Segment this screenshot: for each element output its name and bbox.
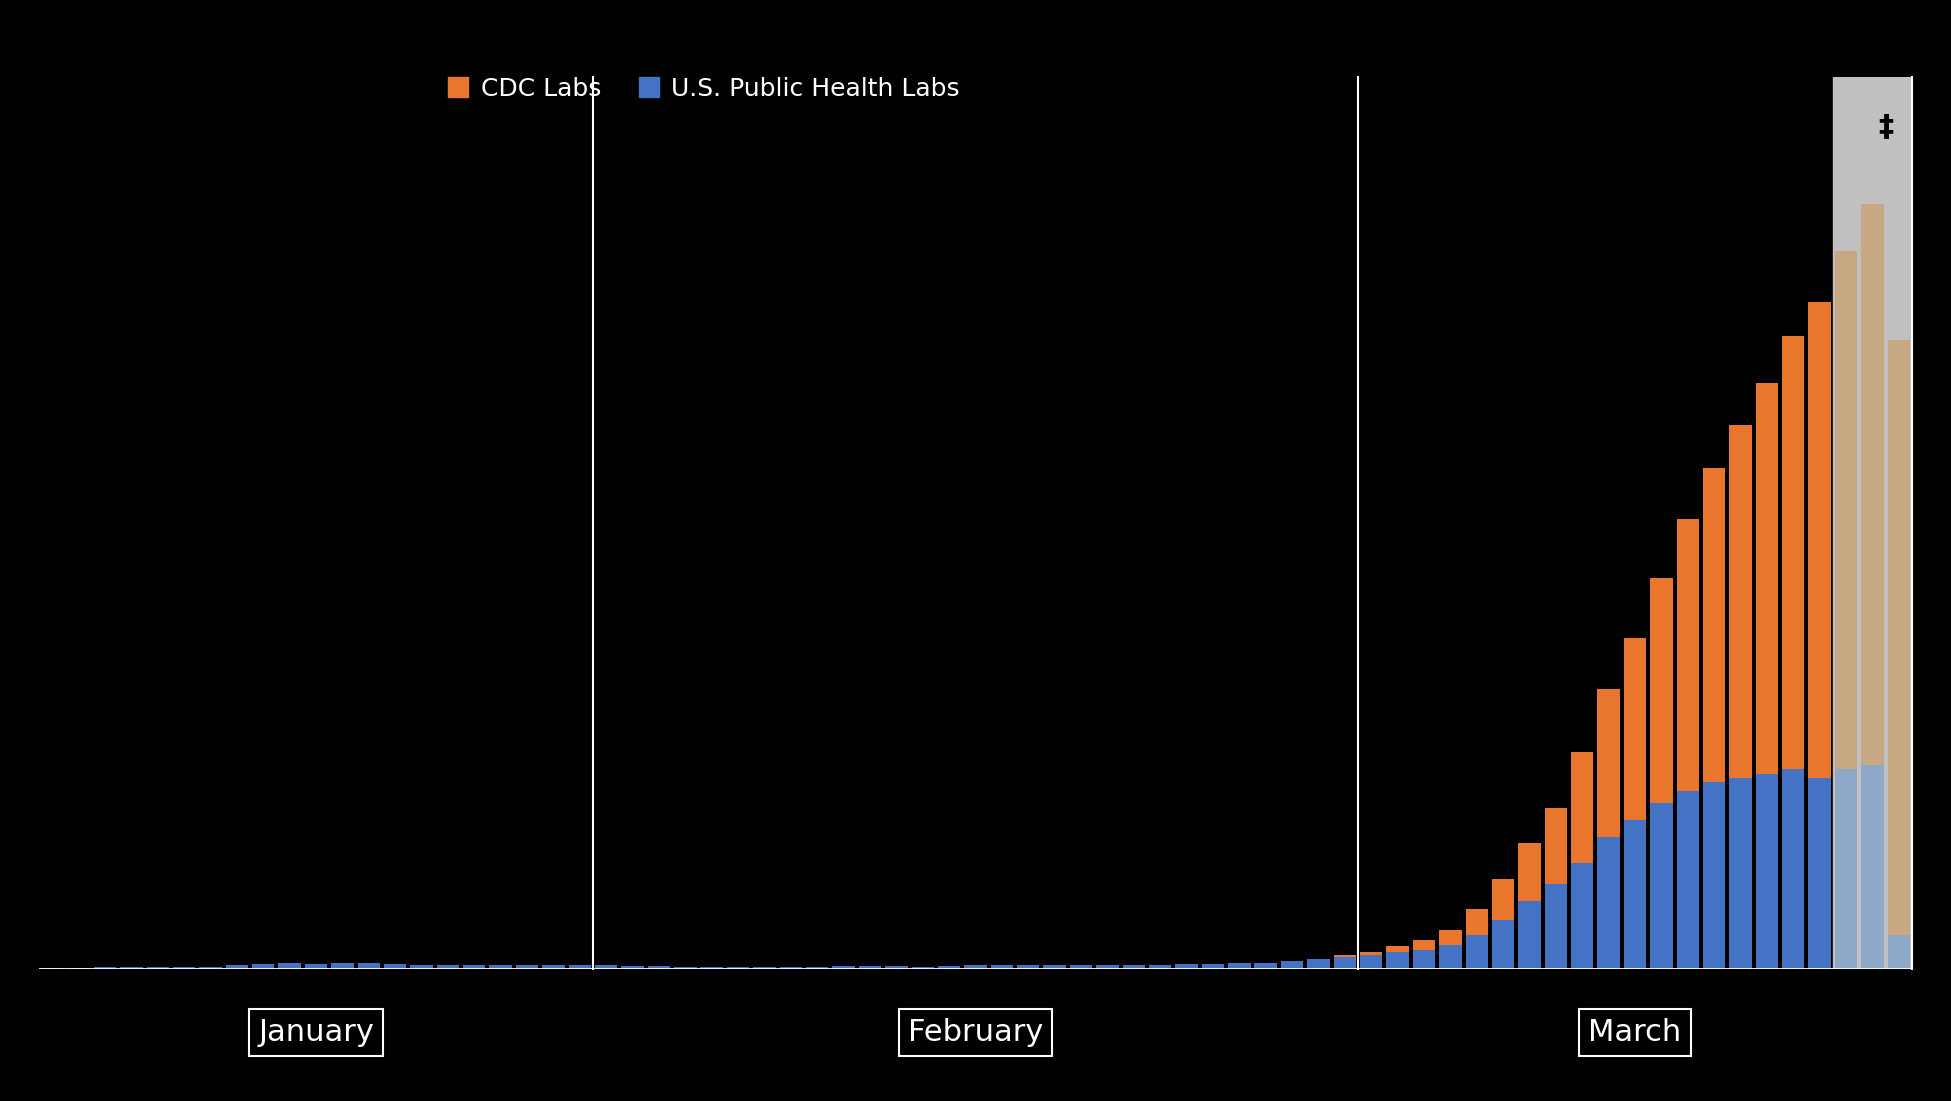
Bar [1623,820,1647,969]
Bar [886,967,907,969]
Bar [1175,963,1198,969]
Bar [1360,956,1383,969]
Bar [1809,302,1830,777]
Bar [620,967,644,969]
Bar [1518,901,1541,969]
Bar [1832,77,1912,969]
Bar [1861,765,1883,969]
Bar [1149,964,1171,969]
Bar [226,966,248,969]
Bar [410,964,433,969]
Text: ‡: ‡ [1879,112,1892,142]
Bar [1598,688,1619,837]
Bar [1676,519,1699,791]
Bar [806,967,829,969]
Bar [384,963,406,969]
Bar [1571,863,1594,969]
Text: January: January [258,1018,375,1047]
Bar [991,964,1013,969]
Bar [1122,964,1145,969]
Bar [1598,837,1619,969]
Bar [1413,940,1436,950]
Bar [1307,959,1331,969]
Bar [1518,843,1541,901]
Bar [1651,804,1672,969]
Bar [911,967,935,969]
Bar [94,967,117,969]
Bar [1016,964,1040,969]
Bar [1360,952,1383,956]
Bar [1756,383,1777,774]
Bar [332,963,353,969]
Bar [1282,961,1303,969]
Bar [1703,468,1725,782]
Bar [121,967,142,969]
Bar [1334,957,1356,969]
Bar [252,963,275,969]
Bar [1703,782,1725,969]
Bar [1493,879,1514,919]
Bar [938,967,960,969]
Bar [199,967,222,969]
Bar [1202,963,1223,969]
Bar [1623,637,1647,820]
Bar [1887,935,1910,969]
Bar [700,967,724,969]
Bar [542,964,564,969]
Bar [568,964,591,969]
Bar [462,964,486,969]
Bar [1044,964,1065,969]
Bar [595,966,617,969]
Bar [1861,205,1883,765]
Bar [1781,770,1805,969]
Bar [1781,336,1805,770]
Bar [1545,807,1567,884]
Bar [279,963,300,969]
Bar [1493,919,1514,969]
Bar [490,964,511,969]
Bar [1227,963,1251,969]
Bar [1545,884,1567,969]
Bar [728,967,749,969]
Bar [753,967,776,969]
Bar [515,964,538,969]
Bar [1465,935,1489,969]
Text: February: February [907,1018,1044,1047]
Bar [964,964,987,969]
Bar [357,963,380,969]
Bar [1334,956,1356,957]
Legend: CDC Labs, U.S. Public Health Labs: CDC Labs, U.S. Public Health Labs [443,72,964,106]
Bar [1440,930,1461,945]
Bar [1834,251,1857,770]
Bar [1834,770,1857,969]
Bar [437,964,458,969]
Bar [648,967,669,969]
Bar [1440,945,1461,969]
Bar [1096,964,1118,969]
Bar [304,963,328,969]
Bar [1887,340,1910,935]
Bar [1571,752,1594,863]
Bar [1729,777,1752,969]
Text: March: March [1588,1018,1682,1047]
Bar [1756,774,1777,969]
Bar [1387,946,1409,952]
Bar [780,967,802,969]
Bar [675,967,697,969]
Bar [1651,578,1672,804]
Bar [858,967,882,969]
Bar [1729,425,1752,777]
Bar [833,967,855,969]
Bar [1254,963,1276,969]
Bar [174,967,195,969]
Bar [146,967,170,969]
Bar [1069,964,1093,969]
Bar [1413,950,1436,969]
Bar [1809,777,1830,969]
Bar [1387,952,1409,969]
Bar [1676,791,1699,969]
Bar [1465,909,1489,935]
